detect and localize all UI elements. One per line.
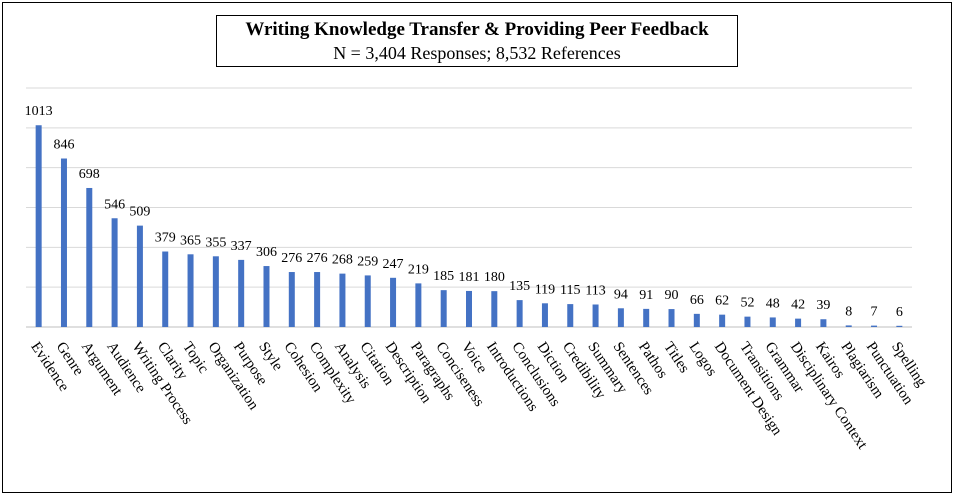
bar-cohesion bbox=[288, 272, 295, 327]
bar-sentences bbox=[617, 308, 624, 327]
bar-audience bbox=[111, 218, 118, 327]
bar-credibility bbox=[567, 304, 574, 327]
data-label: 379 bbox=[155, 231, 176, 246]
bar-paragraphs bbox=[415, 283, 422, 327]
bar-punctuation bbox=[871, 325, 878, 327]
bar-clarity bbox=[162, 251, 169, 327]
chart-subtitle: N = 3,404 Responses; 8,532 References bbox=[333, 43, 621, 63]
bar-citation bbox=[364, 275, 371, 327]
bar-analysis bbox=[339, 273, 346, 327]
data-label: 1013 bbox=[25, 104, 53, 119]
data-label: 181 bbox=[459, 270, 480, 285]
bar-conclusions bbox=[516, 300, 523, 327]
data-label: 48 bbox=[766, 296, 780, 311]
data-label: 94 bbox=[614, 287, 628, 302]
bar-document-design bbox=[719, 314, 726, 327]
chart-title-box: Writing Knowledge Transfer & Providing P… bbox=[216, 15, 738, 67]
data-label: 8 bbox=[845, 304, 852, 319]
data-label: 90 bbox=[665, 288, 679, 303]
bar-conciseness bbox=[440, 290, 447, 327]
data-label: 66 bbox=[690, 293, 704, 308]
data-label: 39 bbox=[816, 298, 830, 313]
data-label: 365 bbox=[180, 233, 201, 248]
bar-evidence bbox=[35, 125, 42, 327]
bar-complexity bbox=[314, 272, 321, 327]
bar-organization bbox=[212, 256, 219, 327]
data-label: 337 bbox=[231, 239, 252, 254]
data-label: 698 bbox=[79, 167, 100, 182]
bar-diction bbox=[541, 303, 548, 327]
data-label: 509 bbox=[129, 205, 150, 220]
data-label: 62 bbox=[715, 294, 729, 309]
data-label: 42 bbox=[791, 298, 805, 313]
data-label: 355 bbox=[205, 235, 226, 250]
bar-titles bbox=[668, 309, 675, 327]
bar-introductions bbox=[491, 291, 498, 327]
data-label: 247 bbox=[383, 257, 404, 272]
data-label: 135 bbox=[509, 279, 530, 294]
data-label: 7 bbox=[871, 305, 878, 320]
bar-purpose bbox=[238, 259, 245, 327]
bar-pathos bbox=[643, 308, 650, 327]
bar-voice bbox=[466, 290, 472, 327]
bar-writing-process bbox=[136, 225, 143, 327]
bar-description bbox=[390, 277, 397, 327]
data-label: 546 bbox=[104, 197, 125, 212]
data-label: 6 bbox=[896, 305, 903, 320]
bar-kairos bbox=[820, 319, 827, 327]
bar-genre bbox=[60, 158, 67, 327]
data-label: 268 bbox=[332, 253, 353, 268]
data-label: 219 bbox=[408, 262, 429, 277]
data-label: 276 bbox=[281, 251, 302, 266]
bar-grammar bbox=[769, 317, 776, 327]
data-label: 113 bbox=[585, 283, 605, 298]
data-label: 91 bbox=[639, 288, 653, 303]
bar-style bbox=[263, 266, 270, 327]
bar-plagiarism bbox=[845, 325, 852, 327]
chart-title: Writing Knowledge Transfer & Providing P… bbox=[245, 19, 709, 40]
data-label: 276 bbox=[307, 251, 328, 266]
bar-summary bbox=[592, 304, 599, 327]
bar-transitions bbox=[744, 316, 751, 327]
bar-argument bbox=[86, 187, 93, 327]
data-label: 119 bbox=[535, 282, 555, 297]
bar-disciplinary-context bbox=[795, 318, 802, 327]
bar-spelling bbox=[896, 325, 903, 327]
data-label: 180 bbox=[484, 270, 505, 285]
data-label: 52 bbox=[740, 296, 754, 311]
data-label: 259 bbox=[357, 254, 378, 269]
bar-logos bbox=[693, 313, 700, 327]
data-label: 846 bbox=[53, 138, 74, 153]
bar-topic bbox=[187, 254, 194, 327]
data-label: 115 bbox=[560, 283, 580, 298]
data-label: 185 bbox=[433, 269, 454, 284]
data-label: 306 bbox=[256, 245, 277, 260]
